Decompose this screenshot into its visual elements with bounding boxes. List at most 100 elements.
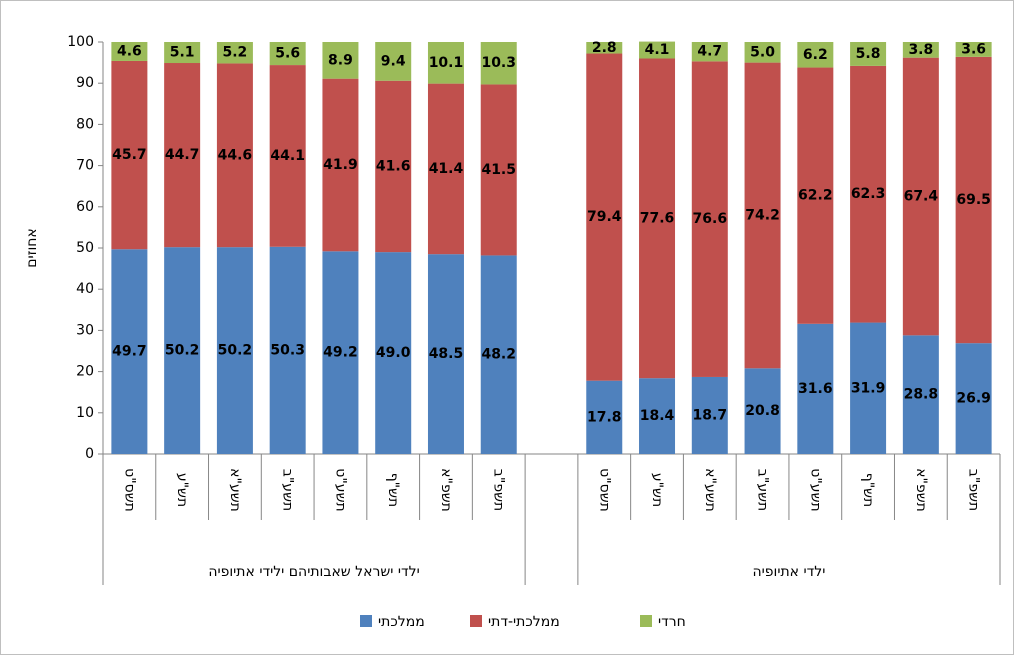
x-tick-label: תש"ע (649, 473, 665, 507)
value-label: 74.2 (745, 207, 780, 223)
bar-segment (322, 42, 359, 79)
bar-segment (955, 56, 992, 344)
bar-segment (480, 84, 517, 256)
bar-segment (111, 42, 148, 61)
x-tick-label: תש"ף (385, 473, 401, 508)
value-label: 45.7 (112, 147, 147, 163)
bar-segment (744, 42, 781, 63)
y-tick-label: 80 (76, 116, 94, 132)
bar-segment (375, 42, 412, 81)
value-label: 50.3 (270, 342, 305, 358)
x-tick-label: תשע"ט (807, 468, 823, 511)
y-tick-label: 20 (76, 364, 94, 380)
x-tick-label: תשע"א (227, 468, 243, 512)
value-label: 44.1 (270, 148, 305, 164)
group-label: ילדי אתיופיה (753, 564, 826, 580)
bar-segment (586, 42, 623, 54)
value-label: 31.6 (798, 381, 833, 397)
x-tick-label: תש"ף (860, 473, 876, 508)
bar-segment (427, 42, 464, 84)
value-label: 6.2 (803, 47, 828, 63)
bar-segment (269, 42, 306, 66)
value-label: 31.9 (851, 380, 886, 396)
bar-segment (691, 61, 728, 377)
x-tick-label: תשע"א (702, 468, 718, 512)
bar-segment (955, 343, 992, 454)
y-tick-label: 30 (76, 322, 94, 338)
x-tick-label: תשפ"ב (966, 469, 982, 511)
x-tick-label: תש"ע (174, 473, 190, 507)
value-label: 10.1 (429, 55, 464, 71)
bar-segment (111, 249, 148, 454)
legend-label: ממלכתי (378, 614, 425, 630)
bar-segment (639, 378, 676, 454)
legend-label: חרדי (658, 614, 686, 630)
bar-segment (797, 323, 834, 454)
bar-segment (586, 53, 623, 381)
value-label: 49.2 (323, 345, 358, 361)
bar-segment (586, 380, 623, 454)
bar-segment (902, 57, 939, 336)
bar-segment (427, 254, 464, 454)
bar-segment (480, 42, 517, 85)
legend-swatch (360, 615, 372, 627)
bar-segment (691, 376, 728, 454)
bar-segment (111, 60, 148, 250)
bar-segment (375, 80, 412, 253)
value-label: 41.5 (481, 162, 516, 178)
x-tick-label: תשפ"ב (491, 469, 507, 511)
value-label: 5.6 (275, 46, 300, 62)
bar-segment (797, 67, 834, 324)
bar-segment (164, 63, 201, 248)
bar-segment (639, 41, 676, 59)
bar-segment (269, 65, 306, 247)
bar-segment (902, 42, 939, 58)
bar-segment (850, 42, 887, 66)
value-label: 62.2 (798, 188, 833, 204)
x-tick-label: תשס"ט (596, 468, 612, 512)
bar-segment (269, 246, 306, 454)
value-label: 9.4 (381, 53, 406, 69)
y-tick-label: 100 (67, 34, 94, 50)
value-label: 4.6 (117, 43, 142, 59)
value-label: 2.8 (592, 40, 617, 56)
bar-segment (216, 247, 253, 454)
bar-segment (691, 42, 728, 62)
bar-segment (850, 322, 887, 454)
value-label: 41.4 (429, 161, 464, 177)
value-label: 44.7 (165, 147, 200, 163)
legend-swatch (470, 615, 482, 627)
value-label: 48.2 (481, 347, 516, 363)
y-tick-label: 10 (76, 405, 94, 421)
value-label: 5.0 (750, 44, 775, 60)
x-tick-label: תשפ"א (438, 468, 454, 512)
bar-segment (955, 42, 992, 57)
value-label: 5.1 (170, 45, 195, 61)
value-label: 3.6 (961, 41, 986, 57)
value-label: 49.0 (376, 345, 411, 361)
y-tick-label: 0 (85, 446, 94, 462)
value-label: 41.6 (376, 158, 411, 174)
value-label: 5.2 (223, 45, 248, 61)
bar-segment (480, 255, 517, 454)
value-label: 4.7 (697, 44, 722, 60)
value-label: 26.9 (956, 391, 991, 407)
value-label: 28.8 (904, 387, 939, 403)
value-label: 76.6 (693, 211, 728, 227)
value-label: 48.5 (429, 346, 464, 362)
value-label: 18.4 (640, 408, 675, 424)
value-label: 17.8 (587, 409, 622, 425)
bar-segment (797, 42, 834, 68)
x-tick-label: תשפ"א (913, 468, 929, 512)
value-label: 18.7 (693, 407, 728, 423)
y-tick-label: 60 (76, 199, 94, 215)
y-tick-label: 70 (76, 158, 94, 174)
y-tick-label: 90 (76, 75, 94, 91)
y-tick-label: 50 (76, 240, 94, 256)
bar-segment (427, 83, 464, 255)
bar-segment (850, 65, 887, 323)
value-label: 79.4 (587, 209, 622, 225)
value-label: 50.2 (165, 343, 200, 359)
bar-segment (216, 42, 253, 64)
